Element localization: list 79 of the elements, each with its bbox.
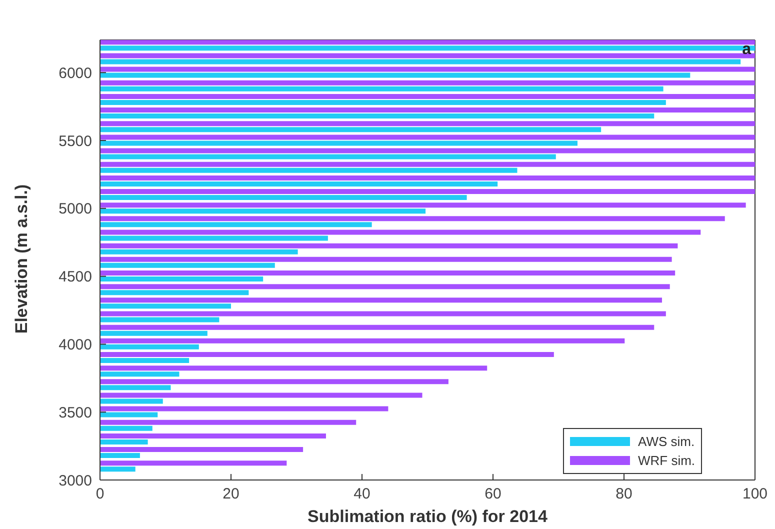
bar xyxy=(100,344,199,350)
bar xyxy=(100,412,158,418)
bar xyxy=(100,148,755,154)
bar xyxy=(100,392,422,398)
x-axis-title: Sublimation ratio (%) for 2014 xyxy=(306,507,548,527)
bar xyxy=(100,59,741,64)
bar xyxy=(100,243,678,248)
bar xyxy=(100,162,755,167)
bar xyxy=(100,262,275,268)
bar xyxy=(100,100,666,105)
bar xyxy=(100,406,388,412)
bar xyxy=(100,140,578,146)
bar xyxy=(100,379,448,384)
legend-label: WRF sim. xyxy=(638,453,696,468)
y-tick-label: 4500 xyxy=(58,268,92,286)
y-tick-label: 3000 xyxy=(58,472,92,490)
bar xyxy=(100,298,662,303)
bar xyxy=(100,270,676,276)
x-tick-label: 60 xyxy=(484,486,502,503)
bar xyxy=(100,466,136,472)
bar xyxy=(100,358,190,363)
bar xyxy=(100,256,672,262)
bar xyxy=(100,290,249,296)
bar xyxy=(100,80,755,86)
bar xyxy=(100,249,298,254)
bar xyxy=(100,433,326,438)
bar xyxy=(100,86,664,92)
x-tick-label: 80 xyxy=(616,486,632,503)
y-tick-label: 5000 xyxy=(58,200,92,218)
bar xyxy=(100,330,208,336)
bar xyxy=(100,208,426,214)
bar xyxy=(100,72,690,78)
y-tick-label: 5500 xyxy=(58,132,92,150)
bar xyxy=(100,94,755,99)
bar xyxy=(100,53,755,58)
bar xyxy=(100,230,701,235)
bar xyxy=(100,385,171,390)
bar xyxy=(100,426,152,431)
bar xyxy=(100,236,328,241)
bar xyxy=(100,168,518,173)
bar xyxy=(100,420,356,425)
bar xyxy=(100,372,180,377)
y-axis-title: Elevation (m a.s.l.) xyxy=(12,183,32,336)
bar xyxy=(100,108,755,113)
bar xyxy=(100,216,725,222)
y-tick-label: 4000 xyxy=(58,336,92,354)
bar xyxy=(100,181,498,186)
bar xyxy=(100,338,625,344)
x-tick-label: 40 xyxy=(354,486,370,503)
bar xyxy=(100,311,666,316)
bar xyxy=(100,195,467,200)
y-tick-label: 6000 xyxy=(58,64,92,82)
x-tick-label: 0 xyxy=(96,486,104,503)
x-tick-label: 100 xyxy=(742,486,768,503)
bar xyxy=(100,189,755,194)
bar xyxy=(100,398,163,404)
bar xyxy=(100,175,755,180)
legend-label: AWS sim. xyxy=(638,434,695,449)
bar xyxy=(100,284,670,290)
bar xyxy=(100,453,140,458)
bar xyxy=(100,324,654,330)
bar xyxy=(100,460,287,466)
x-tick-label: 20 xyxy=(222,486,240,503)
bar xyxy=(100,121,755,126)
bar xyxy=(100,447,304,452)
bar xyxy=(100,127,602,132)
bar xyxy=(100,317,220,322)
y-tick-label: 3500 xyxy=(58,404,92,422)
bar xyxy=(100,352,554,357)
bar xyxy=(100,439,148,444)
bar xyxy=(100,134,755,140)
bar xyxy=(100,202,746,208)
bar xyxy=(100,154,556,160)
bar xyxy=(100,304,231,309)
bar xyxy=(100,276,264,282)
bar xyxy=(100,66,755,72)
bar xyxy=(100,114,654,119)
bar xyxy=(100,366,488,371)
bar xyxy=(100,222,372,228)
